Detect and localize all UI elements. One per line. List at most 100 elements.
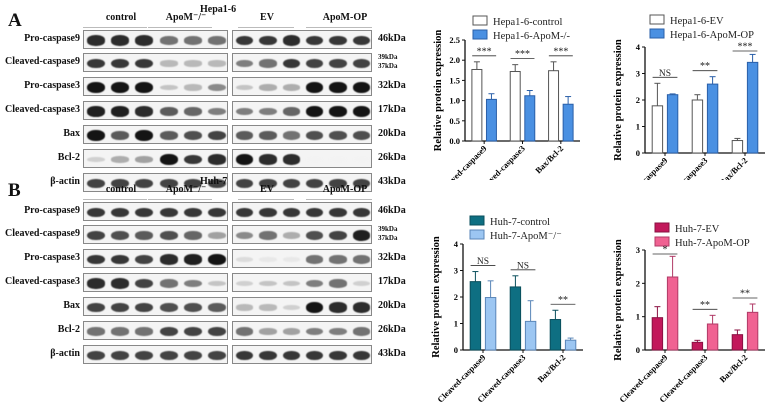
bar [706,83,719,154]
y-tick-label: 2 [636,278,640,288]
protein-band [259,350,277,361]
protein-band [282,207,300,218]
row-label: Bax [63,300,80,311]
protein-band [282,350,300,361]
protein-band [259,154,277,165]
bar [471,68,483,142]
row-label: Bax [63,128,80,139]
kda-label: 17kDa [378,104,406,115]
kda-label: 32kDa [378,80,406,91]
protein-band [159,107,178,116]
legend-label: Hepa1-6-ApoM-/- [493,31,570,42]
panel-letter-a: A [8,10,22,31]
protein-band [135,130,154,141]
protein-band [159,154,178,165]
protein-band [282,328,300,335]
cell-line-title-a: Hepa1-6 [200,4,237,15]
protein-band [111,278,130,289]
protein-band [87,130,106,141]
blot-strip-right [232,297,372,316]
bar [651,317,664,351]
blot-strip-left [83,125,228,144]
protein-band [87,230,106,241]
protein-band [352,280,370,287]
y-tick-label: 0.5 [449,116,460,126]
protein-band [87,350,106,361]
group-label-right-1: ApoM-OP [322,12,368,23]
protein-band [352,178,370,189]
blot-strip-right [232,149,372,168]
protein-band [236,207,254,218]
blot-strip-left [83,273,228,292]
row-label: Pro-caspase9 [24,33,80,44]
legend-swatch [649,14,665,25]
x-tick-label: Cleaved-caspase9 [436,143,488,180]
protein-band [329,58,347,69]
group-underline [83,27,147,28]
protein-band [111,327,130,336]
protein-band [207,326,226,337]
protein-band [352,230,370,241]
protein-band [183,231,202,240]
bar [691,341,704,351]
protein-band [329,82,347,93]
legend-swatch [654,236,670,247]
protein-band [352,302,370,313]
protein-band [183,130,202,141]
legend-label: Huh-7-ApoM-OP [675,238,750,249]
group-label-left-0: control [105,184,137,195]
protein-band [259,280,277,287]
y-tick-label: 3 [636,245,640,255]
protein-band [282,84,300,91]
row-label: Pro-caspase9 [24,205,80,216]
y-tick-label: 3 [636,69,640,79]
protein-band [135,302,154,313]
protein-band [329,230,347,241]
kda-label-bottom: 37kDa [378,234,398,242]
bar [562,103,574,142]
y-tick-label: 1.0 [449,96,460,106]
blot-strip-right [232,345,372,364]
protein-band [306,130,324,141]
protein-band [207,254,226,265]
protein-band [87,35,106,46]
legend-label: Hepa1-6-EV [670,16,724,27]
y-axis-label: Relative protein expression [613,239,624,361]
legend-swatch [469,215,485,226]
significance-marker: * [663,245,668,256]
protein-band [183,107,202,116]
blot-strip-left [83,202,228,221]
row-label: Cleaved-caspase3 [5,104,80,115]
bar-chart-hepa-apom-overexpression: Hepa1-6-EV Hepa1-6-ApoM-OP 0 1 2 3 4 Relative p… [613,14,765,180]
protein-band [207,130,226,141]
kda-label: 26kDa [378,152,406,163]
y-axis-label: Relative protein expression [613,39,624,161]
significance-marker: ** [558,295,568,306]
bar [484,297,497,351]
row-label: β-actin [50,348,80,359]
protein-band [159,326,178,337]
blot-strip-right [232,249,372,268]
protein-band [159,207,178,218]
blot-strip-left [83,297,228,316]
legend-swatch [654,222,670,233]
group-underline [83,199,147,200]
protein-band [135,58,154,69]
protein-band [282,178,300,189]
legend-label: Huh-7-EV [675,224,720,235]
blot-strip-right [232,30,372,49]
protein-band [236,131,254,140]
blot-strip-left [83,101,228,120]
y-tick-label: 3 [454,266,458,276]
group-underline [148,199,212,200]
protein-band [135,231,154,240]
y-tick-label: 4 [454,239,459,249]
protein-band [111,178,130,189]
protein-band [306,157,324,162]
y-tick-label: 2 [454,292,458,302]
protein-band [306,279,324,288]
bar [485,98,497,142]
y-tick-label: 1 [454,319,458,329]
protein-band [236,154,254,165]
bar [731,334,744,351]
